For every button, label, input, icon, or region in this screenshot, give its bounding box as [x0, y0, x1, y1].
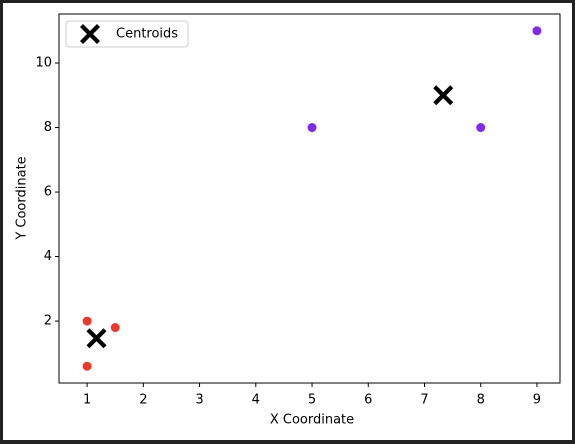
point: [532, 26, 542, 36]
point: [82, 316, 92, 326]
legend-label: Centroids: [116, 27, 178, 42]
x-tick-label: 5: [308, 393, 316, 408]
y-tick-label: 8: [44, 120, 52, 135]
x-axis-label: X Coordinate: [270, 413, 354, 428]
x-tick-label: 7: [420, 393, 428, 408]
canvas: [3, 3, 572, 440]
point: [82, 361, 92, 371]
legend-marker: [80, 24, 100, 44]
centroid: [86, 328, 107, 349]
y-tick-label: 2: [44, 314, 52, 329]
point: [110, 323, 120, 333]
x-tick-label: 9: [533, 393, 541, 408]
point: [476, 123, 486, 133]
x-tick-label: 2: [139, 393, 147, 408]
centroid: [433, 85, 454, 106]
point: [307, 123, 317, 133]
y-axis-label: Y Coordinate: [15, 156, 30, 240]
x-tick-label: 8: [477, 393, 485, 408]
y-tick-label: 10: [35, 56, 52, 71]
y-tick-label: 6: [44, 185, 52, 200]
x-tick-label: 6: [364, 393, 372, 408]
y-tick-label: 4: [44, 249, 52, 264]
x-tick-label: 4: [252, 393, 260, 408]
plot-frame: [58, 13, 561, 384]
x-tick-label: 3: [195, 393, 203, 408]
x-tick-label: 1: [83, 393, 91, 408]
